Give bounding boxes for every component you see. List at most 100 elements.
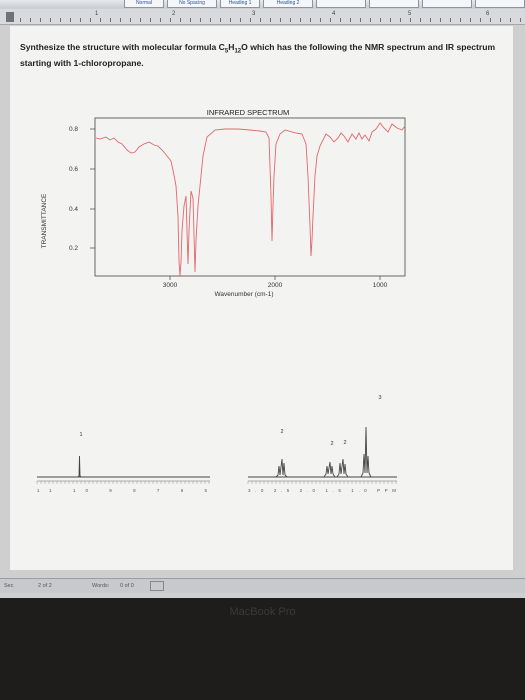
nmr-axis-labels-right: 3.0 2.5 2.0 1.5 1.0 PPM [248, 488, 396, 493]
ir-y-tick-label: 0.2 [69, 245, 78, 252]
ruler-tick [20, 18, 21, 22]
ruler-tick [220, 18, 221, 22]
screen: Normal No Spacing Heading 1 Heading 2 1 … [0, 0, 525, 598]
ruler-number: 2 [172, 11, 176, 17]
style-gallery-item[interactable] [422, 0, 472, 8]
ruler-number: 5 [408, 11, 412, 17]
style-no-spacing-button[interactable]: No Spacing [167, 0, 217, 8]
ruler-tick [170, 18, 171, 22]
page-count[interactable]: 2 of 2 [38, 583, 52, 589]
ruler-tick [510, 18, 511, 22]
ruler-tick [50, 18, 51, 22]
ruler-tick [460, 18, 461, 22]
ir-y-ticks [90, 128, 95, 249]
ruler-tick [490, 18, 491, 22]
ruler-tick [310, 18, 311, 22]
horizontal-ruler[interactable]: 1 2 3 4 5 6 [0, 9, 525, 25]
ir-spectrum-trace [95, 122, 406, 277]
nmr-tick-marks [36, 481, 397, 484]
document-page[interactable]: Synthesize the structure with molecular … [10, 26, 513, 570]
ruler-tick [100, 18, 101, 22]
nmr-axis-labels-left: 11 10 9 8 7 6 5 [37, 488, 207, 493]
style-gallery-item[interactable] [369, 0, 419, 8]
proofing-icon[interactable] [150, 581, 164, 591]
indent-marker-icon[interactable] [6, 12, 14, 22]
section-label: Sec [4, 583, 14, 589]
ruler-tick [500, 18, 501, 22]
nmr-integration-label: 2 [330, 441, 333, 447]
ruler-tick [430, 18, 431, 22]
ruler-tick [440, 18, 441, 22]
ir-x-tick-label: 1000 [373, 282, 388, 289]
ruler-tick [470, 18, 471, 22]
nmr-multiplet-ch2 [323, 461, 336, 478]
nmr-integration-label: 2 [280, 429, 283, 435]
ruler-tick [360, 18, 361, 22]
ir-y-tick-label: 0.8 [69, 126, 78, 133]
nmr-triplet-ch3 [360, 426, 372, 478]
style-normal-button[interactable]: Normal [124, 0, 164, 8]
ruler-tick [390, 18, 391, 22]
nmr-peak-oh [77, 455, 82, 478]
ruler-tick [180, 18, 181, 22]
ruler-tick [240, 18, 241, 22]
ruler-tick [40, 18, 41, 22]
ruler-tick [520, 18, 521, 22]
nmr-peaks [37, 426, 397, 478]
ruler-number: 4 [332, 11, 336, 17]
ir-title: INFRARED SPECTRUM [207, 108, 290, 117]
ruler-tick [30, 18, 31, 22]
ruler-tick [190, 18, 191, 22]
ruler-tick [480, 18, 481, 22]
macbook-label: MacBook Pro [229, 606, 296, 618]
question-text: Synthesize the structure with molecular … [20, 42, 496, 69]
ruler-tick [60, 18, 61, 22]
ruler-tick [330, 18, 331, 22]
style-gallery-item[interactable] [475, 0, 525, 8]
ir-y-tick-label: 0.4 [69, 206, 78, 213]
ruler-tick [450, 18, 451, 22]
nmr-spectrum-figure: 1 2 2 2 3 11 10 9 8 7 6 5 3.0 2.5 2.0 1.… [36, 395, 397, 493]
word-count[interactable]: 0 of 0 [120, 583, 134, 589]
ruler-tick [370, 18, 371, 22]
ir-x-tick-label: 2000 [268, 282, 283, 289]
nmr-multiplet-ch2o [275, 458, 288, 478]
ir-x-axis-label: Wavenumber (cm-1) [215, 291, 274, 298]
ruler-tick [260, 18, 261, 22]
nmr-integration-label: 2 [343, 440, 346, 446]
ir-y-tick-label: 0.6 [69, 166, 78, 173]
ruler-tick [410, 18, 411, 22]
ruler-tick [420, 18, 421, 22]
words-label: Words: [92, 583, 110, 589]
ruler-tick [400, 18, 401, 22]
ir-plot-frame [94, 117, 406, 277]
status-bar: Sec 2 of 2 Words: 0 of 0 [0, 578, 525, 593]
ruler-tick [320, 18, 321, 22]
ruler-tick [270, 18, 271, 22]
ruler-number: 1 [95, 11, 99, 17]
style-heading-1-button[interactable]: Heading 1 [220, 0, 260, 8]
ruler-tick [130, 18, 131, 22]
ruler-tick [350, 18, 351, 22]
ruler-tick [150, 18, 151, 22]
ruler-tick [210, 18, 211, 22]
ruler-number: 6 [486, 11, 490, 17]
ruler-tick [300, 18, 301, 22]
ruler-tick [380, 18, 381, 22]
ir-x-tick-label: 3000 [163, 282, 178, 289]
ruler-tick [290, 18, 291, 22]
ribbon-styles-bar: Normal No Spacing Heading 1 Heading 2 [0, 0, 525, 8]
style-heading-2-button[interactable]: Heading 2 [263, 0, 313, 8]
style-gallery-item[interactable] [316, 0, 366, 8]
ruler-tick [120, 18, 121, 22]
ruler-tick [230, 18, 231, 22]
ruler-tick [160, 18, 161, 22]
ruler-tick [80, 18, 81, 22]
ruler-tick [280, 18, 281, 22]
ruler-tick [250, 18, 251, 22]
nmr-multiplet-ch2b [336, 458, 349, 478]
nmr-integration-label: 1 [79, 432, 82, 438]
ir-x-ticks [169, 276, 381, 280]
ruler-number: 3 [252, 11, 256, 17]
ruler-tick [110, 18, 111, 22]
